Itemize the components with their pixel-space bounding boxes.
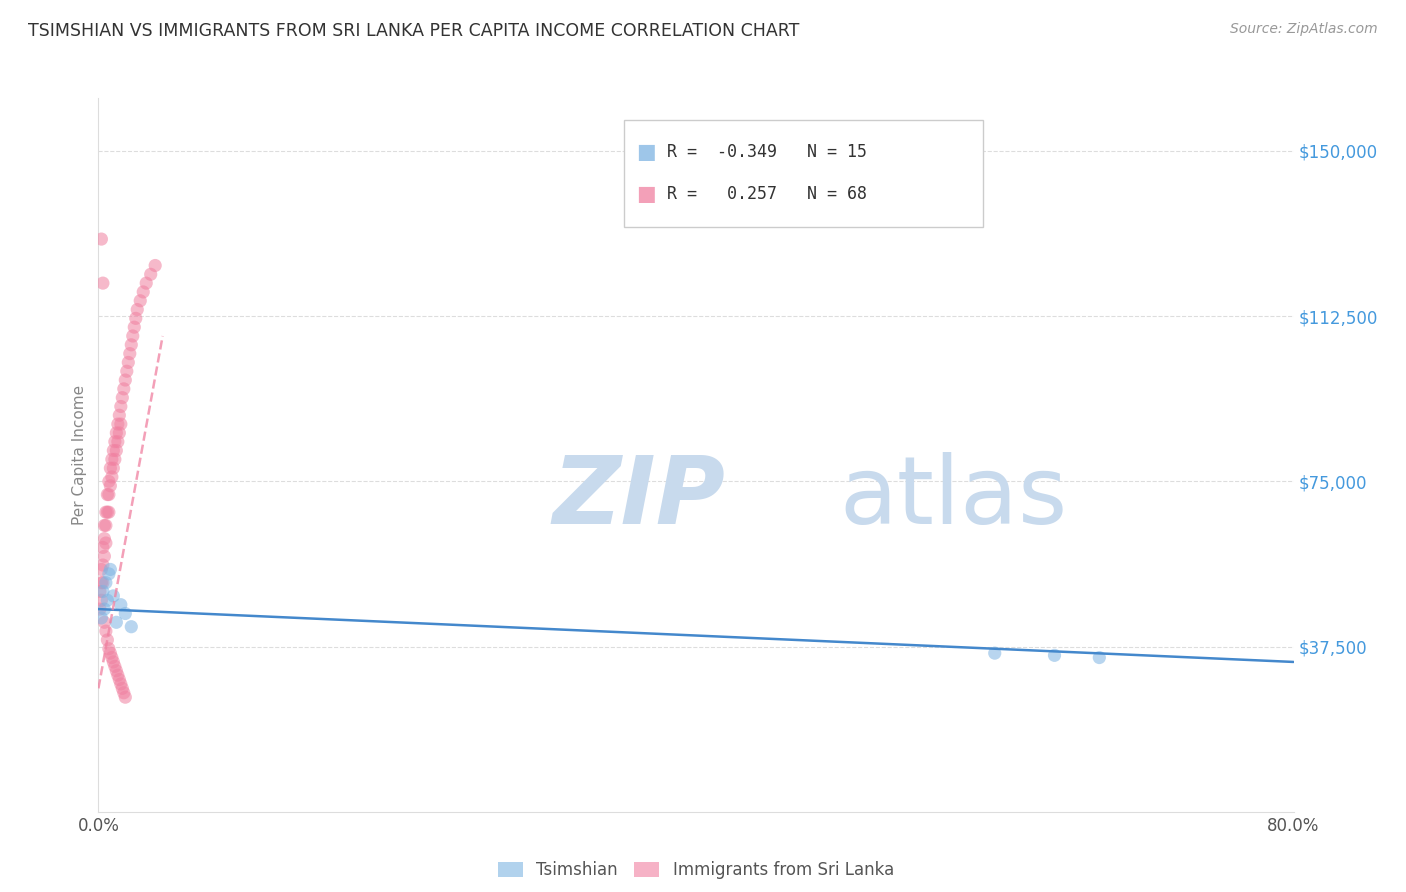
Point [139, 268, 162, 282]
Point [97, 566, 120, 581]
Point [107, 434, 129, 449]
Point [118, 346, 141, 360]
Point [103, 443, 125, 458]
Point [94, 575, 117, 590]
Text: Source: ZipAtlas.com: Source: ZipAtlas.com [1230, 22, 1378, 37]
Point [91, 276, 114, 290]
Point [100, 646, 122, 660]
Point [96, 487, 118, 501]
Point [93, 549, 115, 564]
Point [101, 650, 124, 665]
Point [93, 602, 115, 616]
Point [984, 646, 1007, 660]
Point [1088, 650, 1111, 665]
Point [90, 593, 112, 607]
Point [110, 677, 132, 691]
Point [97, 505, 120, 519]
Point [101, 452, 124, 467]
Text: R =   0.257   N = 68: R = 0.257 N = 68 [666, 186, 868, 203]
Text: R =  -0.349   N = 15: R = -0.349 N = 15 [666, 143, 868, 161]
Point [110, 417, 132, 431]
Point [115, 364, 138, 378]
Point [110, 598, 132, 612]
Point [105, 664, 128, 678]
Point [91, 584, 114, 599]
Point [143, 259, 166, 273]
Point [129, 293, 152, 308]
Point [97, 487, 120, 501]
Point [100, 479, 122, 493]
Point [103, 655, 125, 669]
Point [90, 232, 112, 246]
Point [111, 391, 134, 405]
Point [104, 452, 127, 467]
Point [114, 373, 136, 387]
Point [114, 690, 136, 705]
Point [108, 409, 131, 423]
Point [96, 593, 118, 607]
Point [107, 668, 129, 682]
Text: ZIP: ZIP [553, 451, 725, 544]
Point [105, 425, 128, 440]
Point [112, 382, 135, 396]
Text: ■: ■ [636, 185, 657, 204]
Point [91, 575, 114, 590]
Point [103, 589, 125, 603]
Point [110, 400, 132, 414]
Point [112, 686, 135, 700]
Point [90, 562, 112, 576]
Text: ■: ■ [636, 142, 657, 161]
Point [96, 505, 118, 519]
Point [114, 607, 136, 621]
Point [120, 620, 142, 634]
Point [90, 575, 112, 590]
Point [101, 470, 124, 484]
Point [1043, 648, 1066, 663]
Point [125, 311, 148, 326]
Point [94, 505, 117, 519]
Point [89, 584, 111, 599]
Point [111, 681, 134, 696]
Point [97, 641, 120, 656]
Legend: Tsimshian, Immigrants from Sri Lanka: Tsimshian, Immigrants from Sri Lanka [491, 855, 901, 886]
Point [89, 602, 111, 616]
Point [108, 425, 131, 440]
Text: atlas: atlas [839, 451, 1067, 544]
Point [104, 434, 127, 449]
Point [100, 562, 122, 576]
Point [93, 518, 115, 533]
Point [93, 532, 115, 546]
Point [132, 285, 155, 299]
Point [94, 624, 117, 639]
Point [121, 329, 143, 343]
Point [93, 615, 115, 630]
Point [105, 443, 128, 458]
Point [94, 536, 117, 550]
Y-axis label: Per Capita Income: Per Capita Income [72, 384, 87, 525]
Point [90, 611, 112, 625]
Point [108, 673, 131, 687]
Point [91, 541, 114, 555]
Point [127, 302, 149, 317]
Point [107, 417, 129, 431]
Point [117, 355, 139, 369]
Point [97, 475, 120, 489]
Text: TSIMSHIAN VS IMMIGRANTS FROM SRI LANKA PER CAPITA INCOME CORRELATION CHART: TSIMSHIAN VS IMMIGRANTS FROM SRI LANKA P… [28, 22, 800, 40]
Point [105, 615, 128, 630]
Point [94, 518, 117, 533]
Point [100, 461, 122, 475]
Point [96, 632, 118, 647]
Point [91, 558, 114, 572]
Point [104, 659, 127, 673]
Point [103, 461, 125, 475]
Point [135, 276, 157, 290]
Point [120, 338, 142, 352]
Point [124, 320, 146, 334]
